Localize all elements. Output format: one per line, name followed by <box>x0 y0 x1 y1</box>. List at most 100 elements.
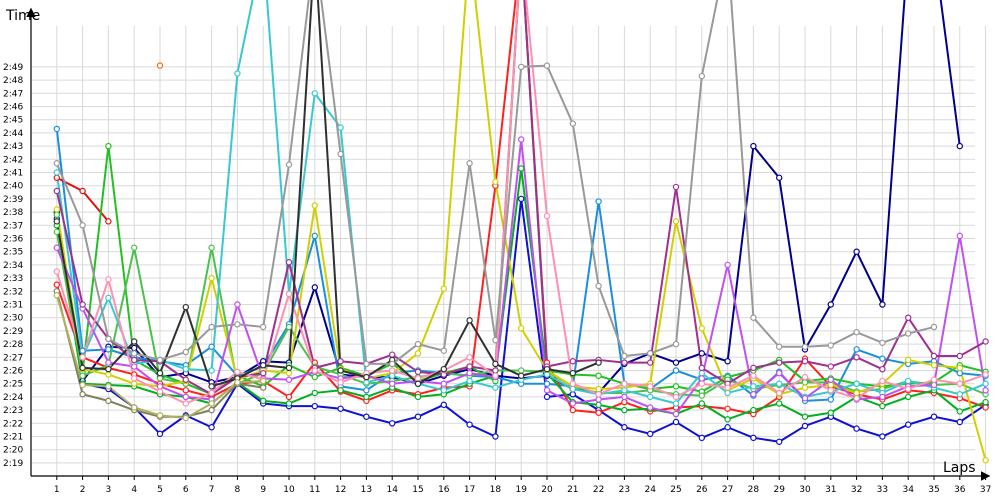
data-point <box>260 397 267 405</box>
x-tick-label: 27 <box>722 485 733 495</box>
x-tick-label: 11 <box>309 485 320 495</box>
data-point <box>311 367 318 374</box>
x-tick-label: 10 <box>283 485 295 495</box>
data-point <box>853 354 860 361</box>
y-tick-label: 2:19 <box>3 459 23 469</box>
data-point <box>569 391 577 398</box>
data-point <box>698 369 706 377</box>
y-tick-label: 2:35 <box>3 248 23 258</box>
x-tick-label: 16 <box>438 485 450 495</box>
data-point <box>105 142 112 150</box>
y-tick-label: 2:37 <box>3 221 23 231</box>
data-point <box>130 244 138 251</box>
data-point <box>53 206 61 213</box>
data-point <box>930 362 938 369</box>
data-point <box>492 372 499 379</box>
x-tick-label: 4 <box>131 485 137 495</box>
data-point <box>363 387 370 394</box>
data-point <box>750 391 757 398</box>
data-point <box>776 174 783 181</box>
x-tick-label: 3 <box>106 485 112 495</box>
x-tick-label: 33 <box>877 485 888 495</box>
x-tick-label: 30 <box>799 485 811 495</box>
x-tick-label: 2 <box>80 485 86 495</box>
data-point <box>285 369 293 377</box>
data-point <box>363 373 370 381</box>
data-point <box>853 329 860 336</box>
data-point <box>801 413 809 420</box>
data-point <box>956 352 964 360</box>
data-point <box>905 330 912 337</box>
data-point <box>208 323 215 331</box>
y-tick-label: 2:45 <box>3 116 23 126</box>
data-point <box>879 365 886 373</box>
data-point <box>698 392 706 399</box>
data-point <box>208 406 215 414</box>
y-tick-label: 2:41 <box>3 169 23 179</box>
data-point <box>801 358 809 365</box>
data-point <box>672 418 680 426</box>
data-point <box>905 314 912 321</box>
data-point <box>466 363 473 370</box>
data-point <box>182 365 189 373</box>
y-tick-label: 2:34 <box>3 261 23 271</box>
data-point <box>698 380 706 387</box>
y-tick-label: 2:21 <box>3 433 23 443</box>
data-point <box>750 372 757 379</box>
data-point <box>750 383 757 390</box>
data-point <box>53 228 61 236</box>
data-point <box>389 380 396 387</box>
data-point <box>79 364 86 372</box>
data-point <box>569 380 577 387</box>
data-point <box>105 365 112 373</box>
y-tick-label: 2:22 <box>3 419 23 429</box>
data-point <box>440 380 447 387</box>
data-point <box>182 303 189 311</box>
data-point <box>79 354 86 361</box>
data-point <box>879 433 886 440</box>
data-point <box>672 393 680 401</box>
data-point <box>130 404 138 411</box>
data-point <box>105 218 112 225</box>
data-point <box>956 364 964 372</box>
data-point <box>982 380 989 387</box>
data-point <box>79 372 86 379</box>
x-tick-label: 21 <box>567 485 578 495</box>
data-point <box>930 376 938 383</box>
data-point <box>905 356 912 364</box>
data-point <box>182 348 189 356</box>
data-point <box>414 340 422 348</box>
x-tick-label: 24 <box>644 485 656 495</box>
data-point <box>801 379 809 386</box>
data-point <box>879 301 886 308</box>
data-point <box>879 339 886 346</box>
series-points <box>53 62 989 464</box>
data-point <box>647 430 654 438</box>
data-point <box>698 400 706 407</box>
x-tick-label: 6 <box>183 485 189 495</box>
data-point <box>389 360 396 368</box>
data-point <box>672 367 680 374</box>
data-point <box>311 284 318 291</box>
x-tick-label: 20 <box>541 485 553 495</box>
data-point <box>285 400 293 407</box>
data-point <box>440 387 447 394</box>
data-point <box>853 395 860 402</box>
data-point <box>827 387 835 394</box>
data-point <box>647 350 654 357</box>
data-point <box>595 385 602 393</box>
data-point <box>234 368 241 376</box>
x-tick-label: 35 <box>928 485 939 495</box>
data-point <box>285 393 293 401</box>
x-tick-label: 32 <box>851 485 862 495</box>
data-point <box>801 384 809 391</box>
data-point <box>569 369 577 377</box>
data-point <box>156 383 164 390</box>
data-point <box>595 198 602 205</box>
data-point <box>621 398 628 406</box>
data-point <box>724 416 731 423</box>
data-point <box>337 124 344 131</box>
data-point <box>389 420 396 427</box>
data-point <box>389 351 396 358</box>
data-point <box>337 405 344 412</box>
